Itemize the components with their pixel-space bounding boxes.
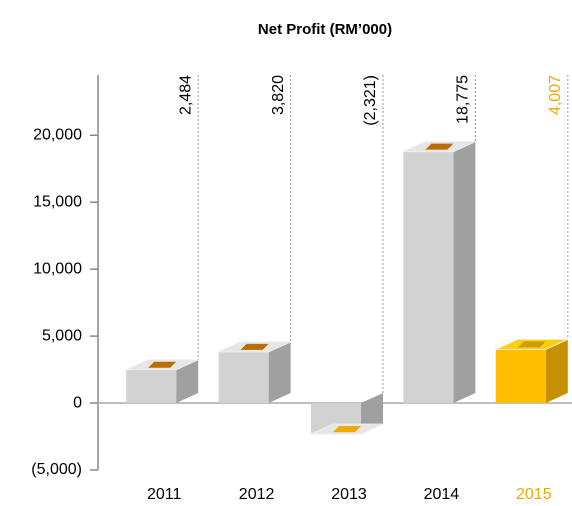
x-tick-label: 2013 (331, 486, 367, 503)
bar-side (176, 359, 199, 404)
value-label: 18,775 (455, 75, 472, 124)
bar (126, 369, 177, 404)
bar-top-inner (240, 343, 269, 350)
value-label: 2,484 (177, 75, 194, 115)
y-tick-label: 5,000 (42, 327, 82, 344)
bar (218, 351, 269, 404)
bar (403, 151, 454, 404)
y-tick-label: 10,000 (33, 260, 82, 277)
y-tick-label: 15,000 (33, 193, 82, 210)
x-tick-label: 2012 (239, 486, 275, 503)
x-tick-label: 2015 (516, 486, 552, 503)
bar-side (268, 341, 291, 404)
x-tick-label: 2014 (424, 486, 460, 503)
bar-top-inner (333, 426, 361, 433)
bar-top-inner (148, 361, 177, 368)
chart-title: Net Profit (RM’000) (258, 21, 392, 38)
bar-side (545, 339, 568, 404)
x-tick-label: 2011 (147, 486, 182, 503)
value-label: (2,321) (362, 75, 379, 126)
y-tick-label: 0 (73, 394, 82, 411)
bar-side (453, 141, 476, 404)
y-tick-label: 20,000 (33, 126, 82, 143)
value-label: 4,007 (547, 75, 564, 115)
bar-top-inner (425, 143, 454, 150)
y-tick-label: (5,000) (31, 461, 82, 478)
value-label: 3,820 (270, 75, 287, 115)
bar (495, 349, 546, 404)
bar-top-inner (517, 341, 546, 348)
